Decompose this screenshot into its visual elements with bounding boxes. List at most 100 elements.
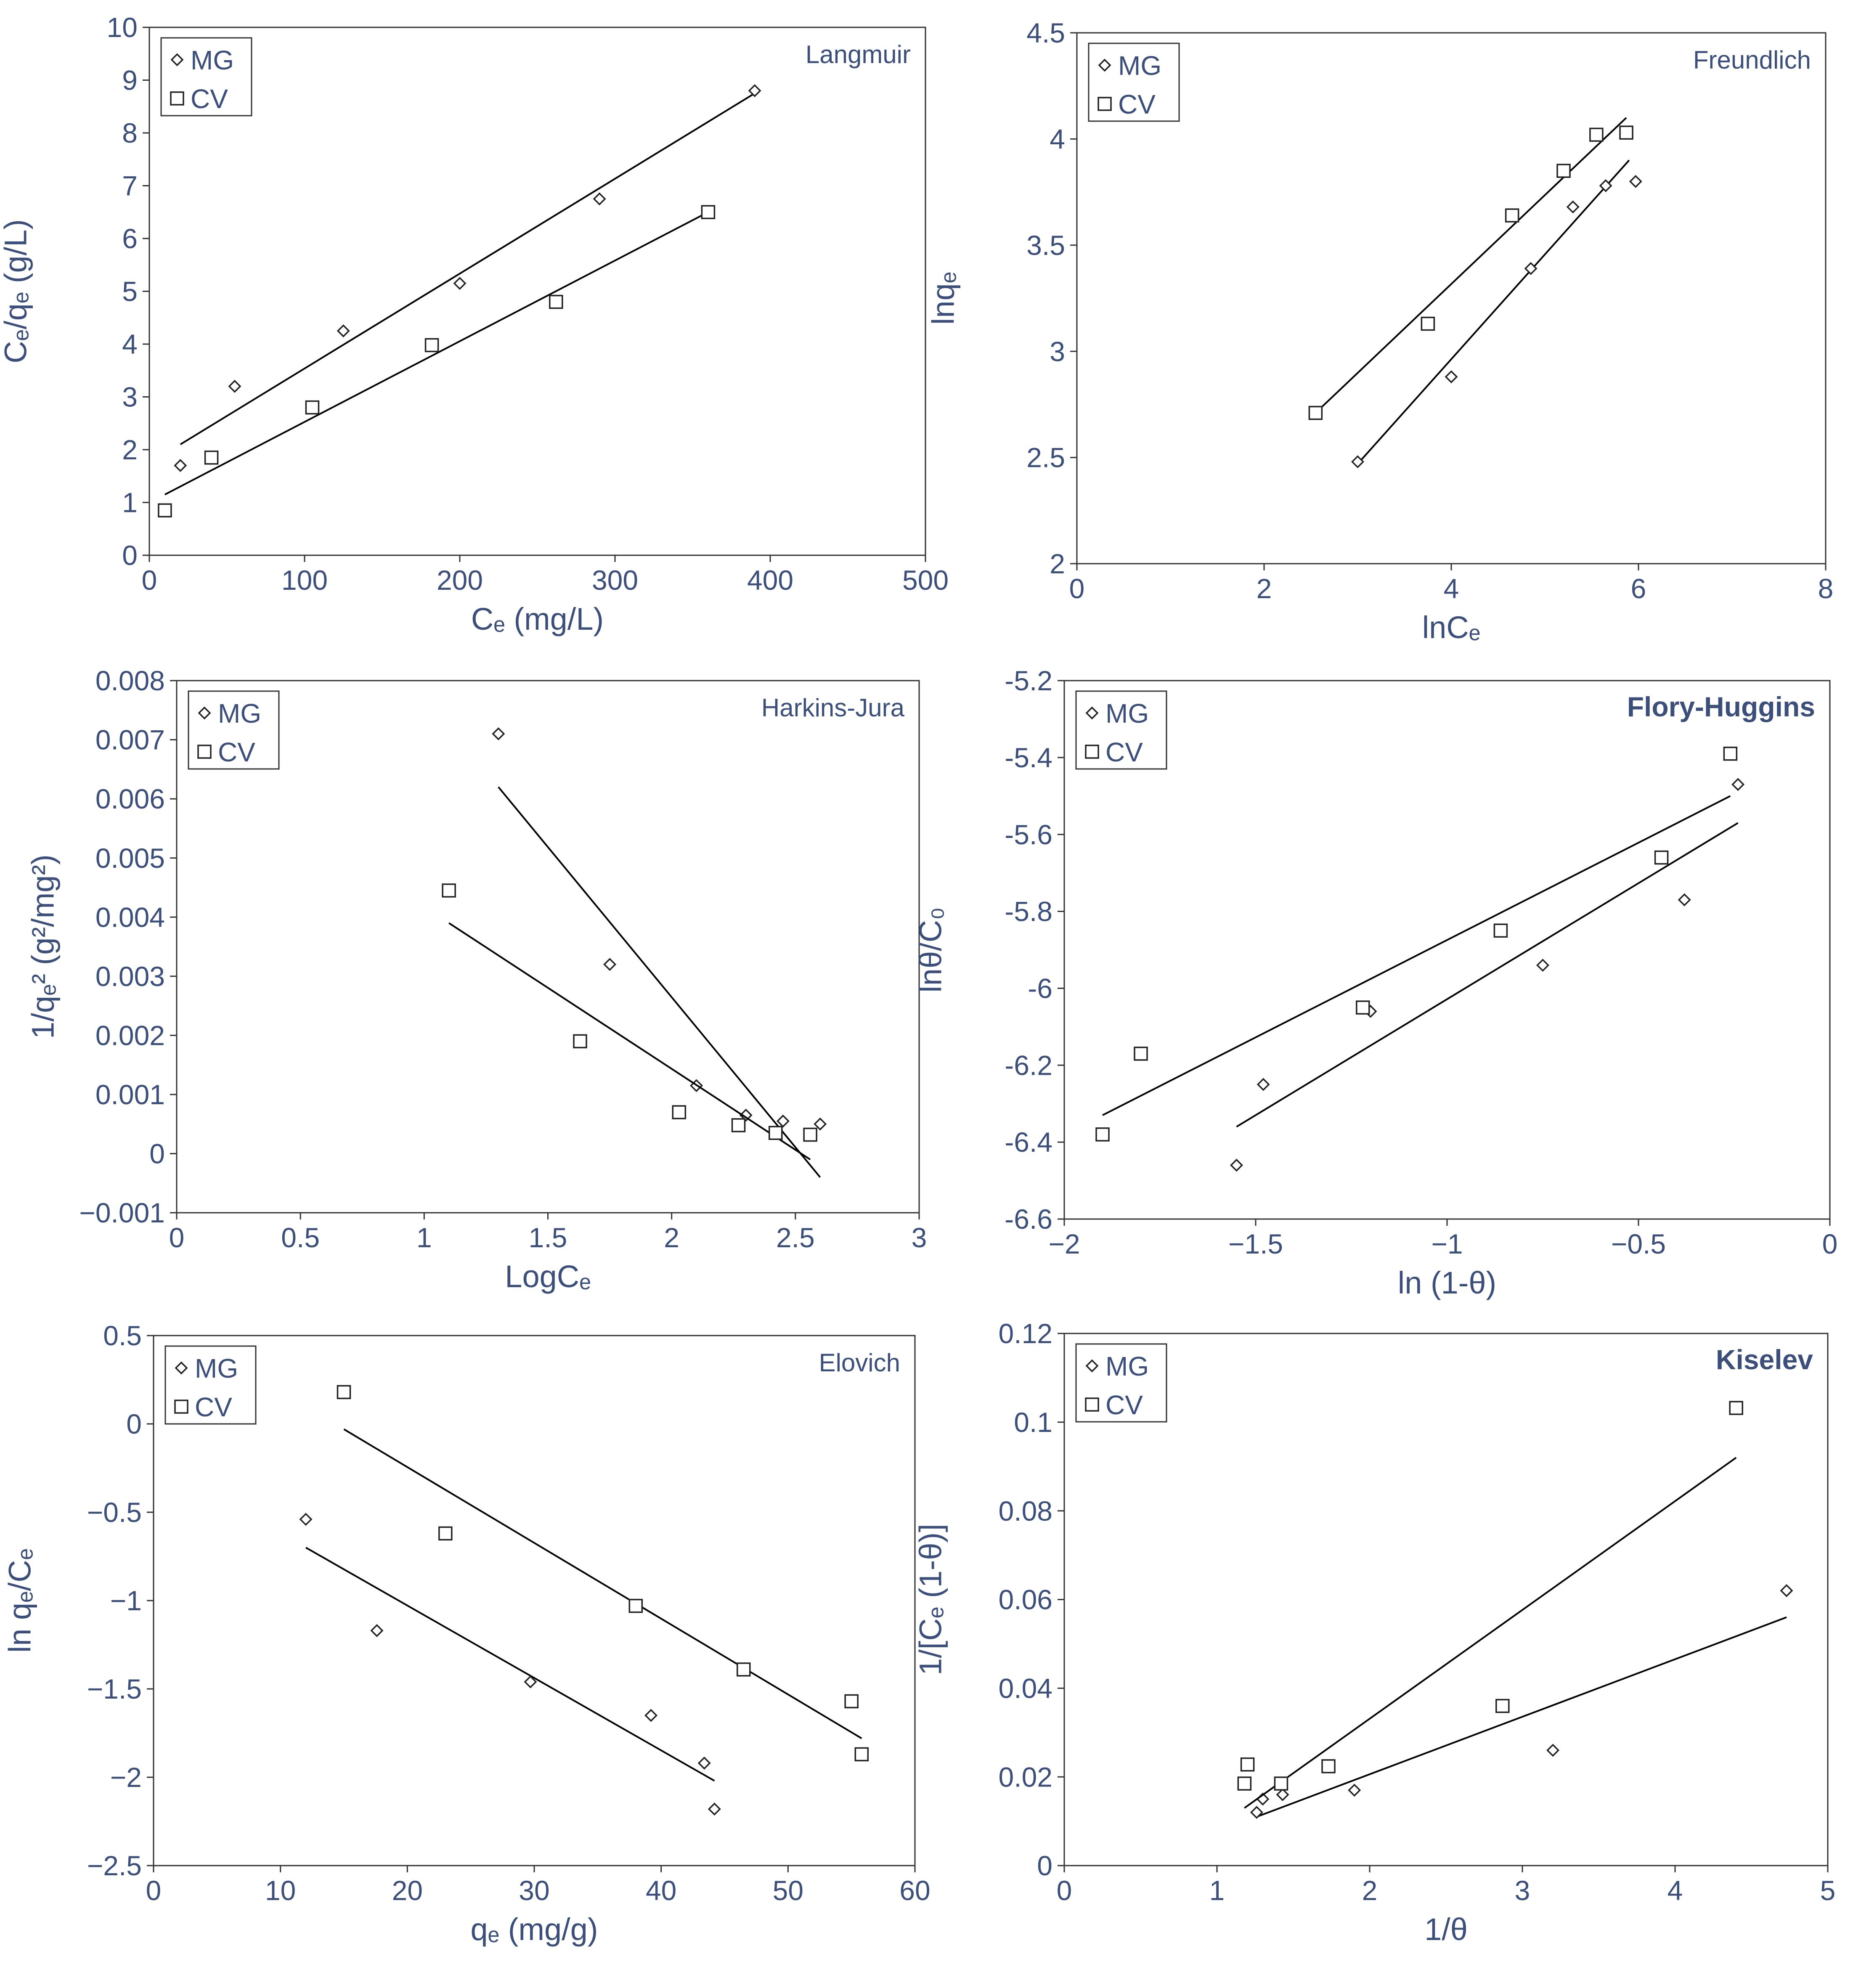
elovich-y-tick-label: −0.5 — [87, 1497, 142, 1528]
freundlich-legend-cv-label: CV — [1118, 89, 1156, 119]
langmuir-x-tick-label: 100 — [281, 565, 328, 596]
kiselev-cv-point — [1495, 1699, 1510, 1713]
harkins-jura-y-tick-label: −0.001 — [79, 1197, 165, 1228]
langmuir-y-tick-label: 3 — [122, 382, 138, 413]
freundlich-y-tick-label: 4 — [1050, 124, 1065, 155]
harkins-jura-y-tick-label: 0.007 — [95, 724, 165, 755]
harkins-jura-x-tick-label: 0 — [169, 1222, 185, 1253]
harkins-jura-mg-point — [776, 1114, 790, 1128]
elovich-legend-cv-label: CV — [195, 1392, 232, 1422]
flory-huggins-mg-point — [1257, 1078, 1270, 1091]
elovich-chart: 0 10 20 30 40 50 60 −2.5 −2 −1.5 −1 −0.5 0 0.5 qₑ (mg/… — [2, 1320, 930, 1947]
elovich-legend-mg-label: MG — [195, 1353, 238, 1384]
elovich-y-tick-label: 0.5 — [103, 1320, 142, 1351]
harkins-jura-y-tick-label: 0.008 — [95, 665, 165, 696]
langmuir-y-tick-label: 0 — [122, 540, 138, 571]
kiselev-chart: 0 1 2 3 4 5 0 0.02 0.04 0.06 0.08 0.1 0.12 1/θ 1/[Cₑ (… — [913, 1318, 1835, 1947]
langmuir-mg-point — [337, 324, 350, 338]
freundlich-x-tick-label: 8 — [1818, 573, 1834, 604]
freundlich-legend-mg-label: MG — [1118, 50, 1161, 81]
harkins-jura-mg-fit-line — [498, 786, 821, 1178]
elovich-x-tick-label: 10 — [265, 1875, 296, 1906]
kiselev-x-tick-label: 3 — [1515, 1875, 1530, 1906]
flory-huggins-legend-cv-marker — [1085, 745, 1099, 759]
langmuir-x-tick-label: 200 — [437, 565, 483, 596]
langmuir-cv-point — [204, 451, 219, 465]
kiselev-x-tick-label: 0 — [1057, 1875, 1072, 1906]
freundlich-mg-point — [1445, 370, 1458, 384]
freundlich-chart-title: Freundlich — [1693, 46, 1811, 74]
langmuir-chart: 0 100 200 300 400 500 0 1 2 3 4 5 6 7 8 9 10 Cₑ (mg/L) Cₑ/… — [0, 12, 949, 636]
langmuir-cv-point — [701, 205, 716, 219]
flory-huggins-cv-fit-line — [1102, 795, 1731, 1116]
freundlich-mg-point — [1629, 175, 1642, 188]
flory-huggins-x-tick-label: −1 — [1431, 1228, 1463, 1259]
freundlich-mg-point — [1599, 179, 1612, 192]
harkins-jura-cv-point — [731, 1118, 746, 1132]
kiselev-mg-fit-line — [1256, 1616, 1787, 1818]
langmuir-chart-title: Langmuir — [806, 40, 911, 69]
freundlich-y-tick-label: 3.5 — [1026, 230, 1065, 261]
flory-huggins-x-tick-label: 0 — [1822, 1228, 1838, 1259]
flory-huggins-y-tick-label: -6.2 — [1005, 1050, 1052, 1081]
langmuir-y-tick-label: 4 — [122, 329, 138, 360]
freundlich-x-tick-label: 0 — [1069, 573, 1085, 604]
langmuir-legend-mg-label: MG — [191, 45, 234, 75]
harkins-jura-legend-cv-label: CV — [218, 737, 255, 767]
elovich-mg-point — [697, 1756, 711, 1770]
kiselev-y-tick-label: 0.04 — [999, 1673, 1052, 1704]
harkins-jura-y-tick-label: 0.001 — [95, 1079, 165, 1110]
flory-huggins-x-axis-label: ln (1-θ) — [1398, 1265, 1496, 1300]
elovich-mg-point — [708, 1802, 721, 1816]
elovich-x-tick-label: 40 — [646, 1875, 676, 1906]
harkins-jura-mg-point — [739, 1108, 753, 1122]
elovich-cv-fit-line — [343, 1428, 862, 1739]
harkins-jura-y-tick-label: 0.003 — [95, 961, 165, 992]
kiselev-cv-point — [1729, 1401, 1743, 1415]
freundlich-mg-fit-line — [1357, 159, 1630, 465]
freundlich-y-tick-label: 2 — [1050, 548, 1065, 579]
langmuir-mg-fit-line — [180, 93, 756, 445]
elovich-cv-point — [628, 1598, 643, 1613]
flory-huggins-y-tick-label: -5.6 — [1005, 819, 1052, 850]
flory-huggins-legend-mg-marker — [1085, 706, 1099, 720]
freundlich-cv-point — [1505, 208, 1519, 223]
kiselev-mg-point — [1250, 1806, 1263, 1819]
kiselev-legend-mg-label: MG — [1105, 1351, 1149, 1381]
freundlich-x-tick-label: 2 — [1257, 573, 1272, 604]
harkins-jura-y-axis-label: 1/qₑ² (g²/mg²) — [25, 854, 60, 1039]
freundlich-plot-area — [1076, 32, 1827, 565]
harkins-jura-x-tick-label: 2.5 — [776, 1222, 815, 1253]
freundlich-cv-fit-line — [1315, 117, 1627, 414]
kiselev-cv-fit-line — [1244, 1457, 1737, 1809]
freundlich-mg-point — [1524, 262, 1538, 275]
freundlich-mg-point — [1566, 200, 1580, 214]
harkins-jura-chart: 0 0.5 1 1.5 2 2.5 3−0.00100.0010.0020.0030.004… — [25, 665, 927, 1294]
kiselev-legend-cv-label: CV — [1105, 1390, 1143, 1420]
langmuir-x-tick-label: 400 — [747, 565, 793, 596]
elovich-cv-point — [844, 1694, 859, 1709]
flory-huggins-y-tick-label: -6.4 — [1005, 1127, 1052, 1158]
flory-huggins-y-tick-label: -6 — [1028, 973, 1052, 1004]
flory-huggins-cv-point — [1134, 1047, 1148, 1061]
harkins-jura-y-tick-label: 0 — [149, 1138, 165, 1169]
elovich-mg-fit-line — [305, 1547, 715, 1782]
harkins-jura-mg-point — [492, 727, 505, 740]
harkins-jura-x-tick-label: 1 — [416, 1222, 432, 1253]
elovich-y-tick-label: −1.5 — [87, 1673, 142, 1704]
langmuir-y-tick-label: 6 — [122, 223, 138, 254]
freundlich-x-tick-label: 6 — [1631, 573, 1646, 604]
kiselev-cv-point — [1240, 1757, 1255, 1772]
flory-huggins-mg-fit-line — [1236, 822, 1739, 1128]
harkins-jura-legend-mg-marker — [198, 706, 211, 720]
freundlich-mg-point — [1351, 455, 1364, 469]
langmuir-cv-fit-line — [164, 211, 709, 496]
kiselev-x-tick-label: 4 — [1667, 1875, 1683, 1906]
flory-huggins-cv-point — [1356, 1000, 1370, 1015]
elovich-y-tick-label: −2 — [110, 1762, 142, 1793]
flory-huggins-y-tick-label: -5.4 — [1005, 742, 1052, 773]
harkins-jura-y-tick-label: 0.006 — [95, 783, 165, 814]
langmuir-cv-point — [549, 294, 563, 309]
flory-huggins-mg-point — [1731, 778, 1745, 791]
